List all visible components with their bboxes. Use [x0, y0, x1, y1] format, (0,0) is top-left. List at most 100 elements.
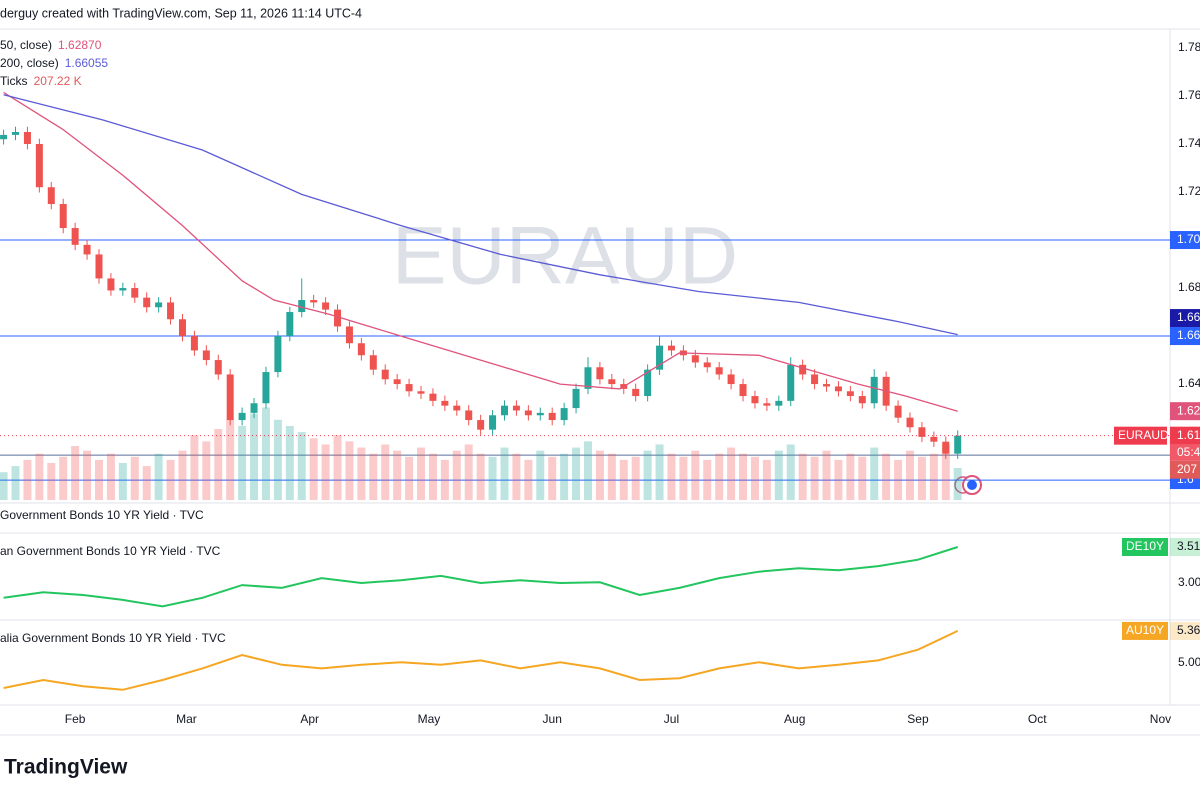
candle-body: [858, 396, 866, 404]
candle-body: [345, 326, 353, 344]
volume-bar: [667, 453, 676, 500]
candle-body: [405, 384, 413, 392]
logo: TradingView: [4, 756, 128, 779]
volume-bar: [452, 450, 461, 500]
yield-line: [3, 546, 959, 608]
candle-body: [834, 386, 842, 392]
candle-body: [262, 372, 270, 404]
y-tick-label: 1.78: [1178, 40, 1200, 54]
volume-bar: [357, 447, 366, 500]
volume-bar: [238, 425, 247, 500]
volume-bar: [894, 459, 903, 500]
volume-bar: [548, 456, 557, 500]
candle-body: [357, 343, 365, 356]
candle-body: [667, 345, 675, 351]
yield-line: [3, 629, 959, 691]
price-tag-label: 207: [1177, 462, 1197, 476]
moving-average: [3, 91, 958, 412]
price-tag-label: 1.70: [1177, 232, 1200, 246]
volume-bar: [345, 441, 354, 500]
volume-bar: [428, 453, 437, 500]
volume-bar: [94, 459, 103, 500]
legend-label: Ticks: [0, 74, 28, 88]
candle-body: [190, 336, 198, 351]
candle-body: [35, 144, 43, 188]
candle-body: [894, 405, 902, 418]
candle-body: [155, 302, 163, 308]
candle-body: [71, 228, 79, 245]
volume-bar: [154, 453, 163, 500]
candle-body: [59, 204, 67, 229]
candle-body: [739, 384, 747, 397]
series-tag: [1122, 537, 1168, 556]
candle-body: [489, 415, 497, 430]
candle-body: [83, 244, 91, 255]
candle-body: [47, 187, 55, 205]
candle-body: [298, 300, 306, 313]
volume-bar: [393, 450, 402, 500]
value-tag: [1170, 621, 1200, 640]
symbol-tag: [1114, 426, 1167, 445]
candle-body: [12, 132, 20, 135]
volume-bar: [917, 456, 926, 500]
candle-body: [536, 412, 544, 416]
volume-bar: [226, 419, 235, 500]
candle-body: [524, 410, 532, 416]
candle-body: [369, 355, 377, 370]
volume-bar: [190, 435, 199, 500]
candle-body: [417, 391, 425, 394]
volume-bar: [536, 450, 545, 500]
volume-bar: [834, 459, 843, 500]
candle-body: [715, 367, 723, 375]
x-tick-label: Jul: [664, 712, 679, 726]
volume-bar: [870, 447, 879, 500]
y-tick-label: 1.64: [1178, 376, 1200, 390]
candle-body: [143, 297, 151, 308]
volume-bar: [273, 419, 282, 500]
volume-bar: [118, 462, 127, 500]
legend-label: 50, close): [0, 38, 52, 52]
volume-bar: [500, 447, 509, 500]
price-tag-label: 1.62: [1177, 403, 1200, 417]
x-tick-label: Jun: [543, 712, 562, 726]
candle-body: [954, 435, 962, 454]
volume-bar: [595, 450, 604, 500]
candle-body: [334, 309, 342, 327]
volume-bar: [261, 407, 270, 500]
volume-bar: [11, 466, 20, 500]
candle-body: [823, 384, 831, 387]
volume-bar: [202, 441, 211, 500]
volume-bar: [178, 450, 187, 500]
volume-bar: [166, 459, 175, 500]
volume-bar: [774, 450, 783, 500]
candle-body: [596, 367, 604, 380]
candle-body: [178, 319, 186, 337]
candle-body: [214, 360, 222, 375]
candle-body: [23, 132, 31, 145]
price-tag-label: 1.66: [1177, 328, 1200, 342]
volume-bar: [619, 459, 628, 500]
volume-bar: [381, 444, 390, 500]
candle-body: [226, 374, 234, 421]
volume-bar: [250, 413, 259, 500]
volume-bar: [512, 453, 521, 500]
candle-body: [811, 374, 819, 385]
candle-body: [429, 393, 437, 401]
pane-title: Government Bonds 10 YR Yield · TVC: [0, 508, 204, 522]
volume-bar: [321, 444, 330, 500]
price-tag: [1170, 309, 1200, 328]
volume-bar: [858, 456, 867, 500]
candle-body: [167, 302, 175, 320]
volume-bar: [59, 456, 68, 500]
header: derguy created with TradingView.com, Sep…: [0, 6, 362, 20]
candle-body: [548, 412, 556, 421]
candle-body: [238, 412, 246, 421]
price-tag: [1170, 402, 1200, 421]
volume-bar: [214, 429, 223, 500]
price-tag: [1170, 426, 1200, 445]
volume-bar: [643, 450, 652, 500]
y-tick-label: 1.68: [1178, 280, 1200, 294]
candle-body: [393, 379, 401, 385]
volume-bar: [929, 453, 938, 500]
